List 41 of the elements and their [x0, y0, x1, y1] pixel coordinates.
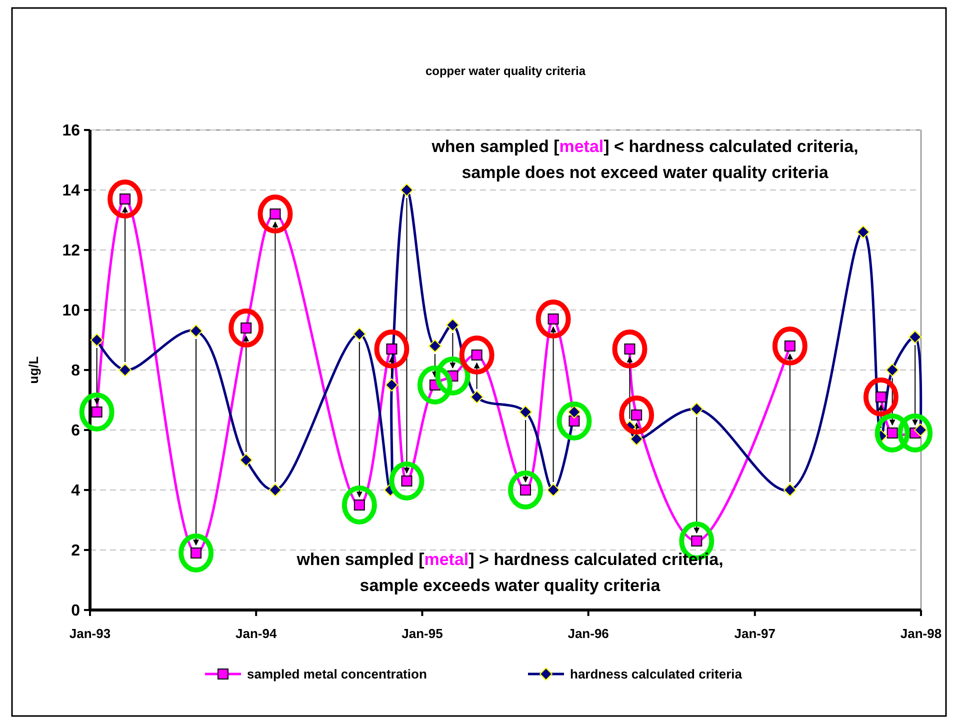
point	[690, 402, 704, 416]
y-tick-label: 16	[62, 122, 80, 140]
point	[90, 334, 104, 346]
y-tick-label: 0	[71, 602, 80, 620]
point	[240, 454, 253, 466]
y-tick-label: 2	[71, 542, 80, 560]
point	[783, 484, 796, 496]
legend-label: hardness calculated criteria	[570, 666, 743, 682]
point	[630, 432, 644, 446]
point	[568, 406, 581, 418]
x-tick-label: Jan-95	[402, 626, 443, 641]
x-tick-label: Jan-98	[900, 626, 942, 641]
y-tick-label: 8	[71, 362, 80, 380]
point	[190, 324, 203, 338]
y-tick-label: 10	[62, 302, 80, 320]
point	[856, 226, 870, 238]
y-tick-label: 4	[71, 482, 80, 500]
point	[908, 330, 922, 344]
point	[400, 184, 414, 196]
point	[385, 378, 398, 392]
x-tick-label: Jan-94	[236, 626, 278, 641]
point	[446, 318, 460, 332]
point	[470, 390, 484, 404]
point	[546, 484, 560, 496]
point	[886, 364, 899, 376]
y-axis-title: ug/L	[26, 356, 41, 384]
x-tick-label: Jan-96	[568, 626, 609, 641]
annotation: when sampled [metal] > hardness calculated criteria, sample exceeds water quality criteria	[296, 550, 724, 595]
x-tick-label: Jan-93	[69, 626, 111, 641]
y-tick-label: 6	[71, 422, 80, 440]
point	[428, 340, 442, 352]
annotation: when sampled [metal] < hardness calculated criteria, sample does not exceed water quality criteria	[430, 137, 858, 182]
chart-title: copper water quality criteria	[425, 64, 586, 78]
point	[352, 328, 366, 340]
x-tick-label: Jan-97	[734, 626, 776, 641]
point	[118, 364, 132, 376]
y-tick-label: 14	[62, 182, 80, 200]
legend-label: sampled metal concentration	[247, 666, 427, 682]
point	[519, 406, 532, 418]
y-tick-label: 12	[62, 242, 80, 260]
point	[268, 484, 282, 496]
